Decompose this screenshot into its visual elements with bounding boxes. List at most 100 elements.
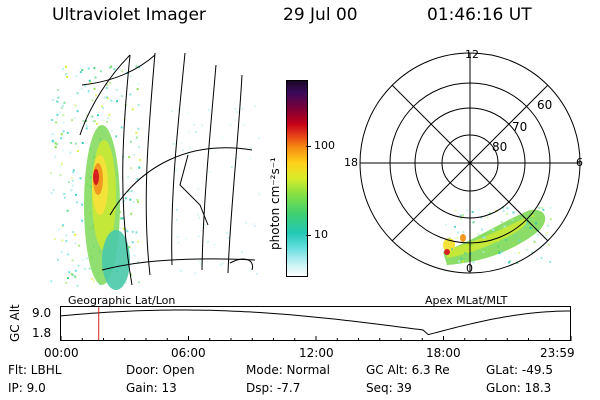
geo-speckle-dot: [125, 229, 128, 232]
polar-speckle-dot: [495, 251, 498, 254]
geo-speckle-dot: [109, 65, 112, 68]
polar-speckle-dot: [460, 217, 463, 220]
polar-speckle-dot: [482, 250, 485, 253]
geo-speckle-dot: [128, 156, 131, 159]
geo-speckle-dot: [57, 96, 60, 99]
geo-speckle-dot: [130, 190, 133, 193]
geo-speckle-dot: [129, 140, 132, 143]
geo-speckle-dot: [219, 263, 222, 266]
geo-speckle-dot: [61, 239, 64, 242]
polar-speckle-dot: [484, 236, 487, 239]
geo-speckle-dot: [109, 98, 112, 101]
polar-speckle-dot: [448, 237, 451, 240]
geo-speckle-dot: [137, 261, 140, 264]
geo-speckle-dot: [60, 133, 63, 136]
geo-speckle-dot: [137, 104, 140, 107]
geo-speckle-dot: [96, 114, 99, 117]
gain-value: Gain: 13: [126, 381, 177, 395]
geo-speckle-dot: [121, 217, 124, 220]
geo-speckle-dot: [68, 271, 71, 274]
geo-speckle-dot: [124, 281, 127, 284]
polar-speckle-dot: [460, 257, 463, 260]
geo-speckle-dot: [257, 137, 260, 140]
geo-speckle-dot: [131, 230, 134, 233]
geo-speckle-dot: [66, 131, 69, 134]
geo-speckle-dot: [139, 159, 142, 161]
geo-speckle-dot: [236, 111, 239, 114]
geo-speckle-dot: [62, 114, 65, 117]
geo-speckle-dot: [87, 90, 90, 93]
geo-speckle-dot: [176, 208, 178, 211]
polar-speckle-dot: [545, 233, 548, 236]
geo-speckle-dot: [128, 246, 131, 249]
geo-speckle-dot: [108, 114, 111, 117]
polar-speckle-dot: [479, 216, 482, 219]
geo-speckle-dot: [106, 121, 108, 123]
geo-speckle-dot: [93, 67, 96, 70]
geo-speckle-dot: [241, 107, 244, 110]
timeline-plot: [60, 306, 572, 341]
geo-speckle-dot: [91, 277, 94, 280]
geo-speckle-dot: [214, 150, 217, 153]
polar-speckle-dot: [445, 223, 448, 226]
geo-speckle-dot: [123, 200, 126, 203]
polar-speckle-dot: [454, 209, 457, 212]
geo-speckle-dot: [136, 88, 139, 91]
polar-speckle-dot: [540, 257, 543, 260]
geo-speckle-dot: [85, 257, 88, 260]
polar-speckle-dot: [454, 225, 456, 228]
geo-speckle-dot: [55, 121, 58, 124]
timeline-tick-marks: [60, 336, 572, 341]
polar-speckle-dot: [510, 264, 513, 267]
polar-speckle-dot: [531, 251, 534, 254]
polar-speckle-dot: [497, 245, 500, 248]
geo-speckle-dot: [225, 232, 228, 235]
polar-speckle-dot: [498, 252, 501, 255]
geo-speckle-dot: [221, 262, 224, 265]
geo-speckle-dot: [207, 240, 209, 243]
polar-speckle-dot: [478, 208, 481, 211]
geo-speckle-dot: [62, 121, 65, 124]
geo-speckle-dot: [170, 203, 173, 206]
door-value: Door: Open: [126, 363, 195, 377]
geo-speckle-dot: [65, 73, 68, 76]
geo-speckle-dot: [208, 108, 211, 111]
geo-speckle-dot: [51, 139, 54, 142]
polar-speckle-dot: [461, 214, 464, 216]
geo-speckle-dot: [105, 86, 108, 89]
polar-speckle-dot: [511, 221, 514, 224]
geo-speckle-dot: [74, 276, 77, 279]
polar-speckle-dot: [477, 233, 480, 236]
geo-speckle-dot: [59, 164, 62, 167]
geo-speckle-dot: [54, 142, 57, 145]
geo-speckle-dot: [176, 235, 179, 238]
geo-speckle-dot: [132, 201, 135, 204]
geo-speckle-dot: [71, 259, 74, 262]
geo-speckle-dot: [71, 184, 74, 187]
geo-speckle-dot: [50, 192, 53, 195]
geo-speckle-dot: [88, 267, 91, 270]
polar-speckle-dot: [497, 239, 499, 242]
geo-speckle-dot: [129, 273, 132, 276]
geo-speckle-dot: [245, 221, 248, 224]
colorbar-tick-100: 100: [314, 139, 335, 152]
geo-speckle-dot: [136, 240, 139, 243]
geo-speckle-dot: [69, 151, 72, 154]
geo-speckle-dot: [66, 253, 69, 256]
geo-speckle-dot: [62, 224, 65, 227]
geo-speckle-dot: [109, 81, 112, 84]
geo-speckle-dot: [81, 219, 84, 222]
geo-speckle-dot: [195, 131, 198, 133]
polar-speckle-dot: [524, 225, 527, 228]
geo-speckle-dot: [60, 250, 63, 253]
geo-speckle-dot: [80, 88, 83, 90]
geo-speckle-dot: [58, 228, 61, 231]
geo-speckle-dot: [119, 210, 122, 213]
geo-speckle-dot: [103, 96, 106, 99]
mlt-label-12: 12: [465, 48, 479, 61]
geo-speckle-dot: [81, 258, 84, 261]
polar-grid: [359, 52, 581, 274]
geo-speckle-dot: [121, 95, 124, 98]
geo-speckle-dot: [54, 146, 57, 149]
colorbar-tick-10-mark: [306, 235, 311, 236]
